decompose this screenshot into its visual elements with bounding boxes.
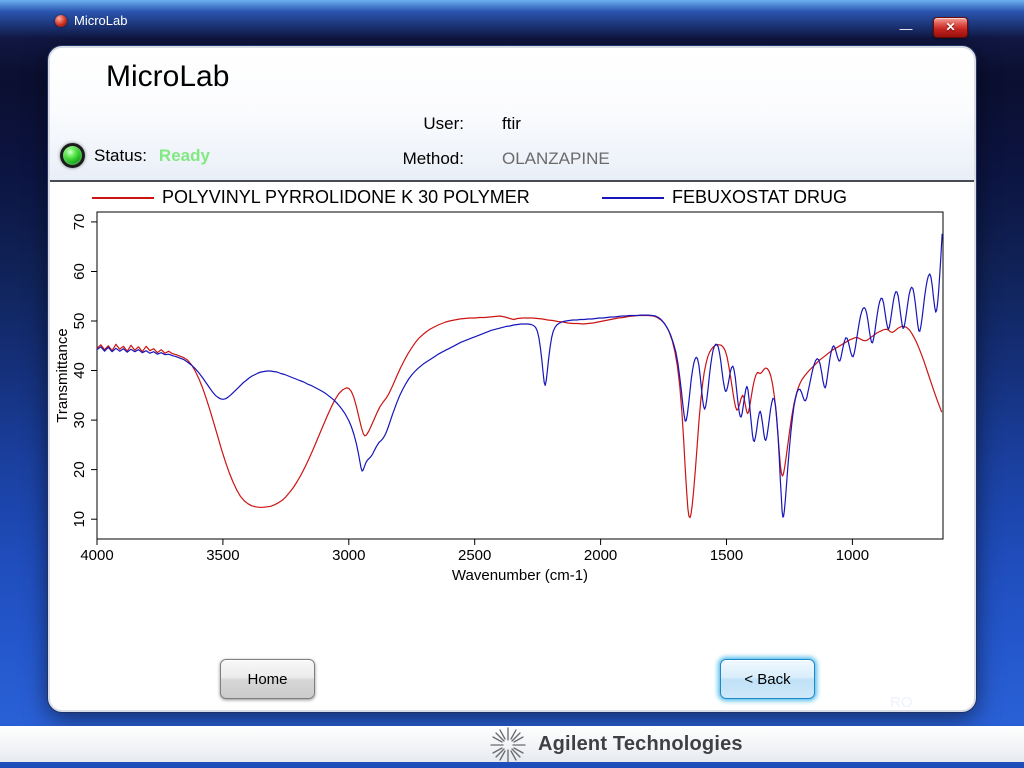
x-tick-label: 1500: [710, 547, 743, 564]
x-tick-label: 1000: [836, 547, 869, 564]
status-group: Status: Ready: [60, 143, 210, 168]
x-axis-label: Wavenumber (cm-1): [452, 567, 588, 584]
user-label: User:: [423, 114, 464, 133]
plot-frame: [96, 211, 944, 540]
back-button[interactable]: < Back: [720, 659, 815, 699]
brand-strip: Agilent Technologies: [0, 726, 1024, 763]
y-tick-label: 40: [71, 362, 88, 379]
user-value: ftir: [502, 114, 521, 133]
y-tick-label: 70: [71, 214, 88, 231]
red-line-swatch-icon: [92, 196, 154, 199]
agilent-logo-icon: [490, 727, 526, 763]
y-tick-label: 30: [71, 412, 88, 429]
ro-text: RO: [890, 694, 913, 711]
chart-area: POLYVINYL PYRROLIDONE K 30 POLYMER FEBUX…: [50, 180, 974, 622]
blue-line-swatch-icon: [602, 196, 664, 199]
status-value: Ready: [158, 145, 210, 165]
app-icon: [55, 15, 67, 27]
spectrum-chart: 4000 3500 3000 2500 2000 1500 1000 10 20 30 40 50 60…: [54, 211, 944, 584]
status-led-icon: [60, 143, 85, 168]
y-axis-label: Transmittance: [54, 328, 71, 422]
close-button[interactable]: ✕: [933, 17, 968, 38]
x-tick-label: 3000: [332, 547, 365, 564]
y-tick-label: 60: [71, 263, 88, 280]
y-tick-label: 20: [71, 461, 88, 478]
panel-header: MicroLab User: ftir Status: Ready Method…: [50, 48, 974, 180]
x-tick-label: 3500: [206, 547, 239, 564]
panel-footer: Home < Back RO: [50, 622, 974, 711]
y-tick-label: 10: [71, 511, 88, 528]
x-tick-label: 2500: [458, 547, 491, 564]
page-title: MicroLab: [106, 60, 230, 93]
x-tick-label: 4000: [80, 547, 113, 564]
window-title: MicroLab: [74, 13, 128, 28]
brand-group: Agilent Technologies: [488, 726, 743, 763]
status-label: Status:: [94, 145, 147, 165]
legend-item-drug: FEBUXOSTAT DRUG: [602, 187, 847, 208]
x-tick-label: 2000: [584, 547, 617, 564]
series-line-1: [96, 233, 943, 518]
minimize-button[interactable]: —: [893, 20, 919, 38]
y-tick-label: 50: [71, 313, 88, 330]
main-panel: MicroLab User: ftir Status: Ready Method…: [48, 46, 976, 712]
home-button[interactable]: Home: [220, 659, 315, 699]
method-value: OLANZAPINE: [502, 149, 610, 168]
legend-label-polymer: POLYVINYL PYRROLIDONE K 30 POLYMER: [162, 187, 530, 207]
brand-name: Agilent Technologies: [538, 732, 743, 755]
method-label: Method:: [402, 149, 464, 168]
window-titlebar: MicroLab — ✕: [0, 0, 1024, 44]
legend-item-polymer: POLYVINYL PYRROLIDONE K 30 POLYMER: [92, 187, 602, 208]
legend-label-drug: FEBUXOSTAT DRUG: [672, 187, 848, 207]
chart-legend: POLYVINYL PYRROLIDONE K 30 POLYMER FEBUX…: [92, 187, 847, 208]
